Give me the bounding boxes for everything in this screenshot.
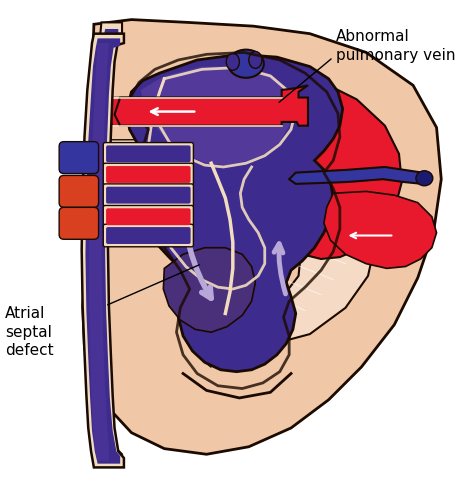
Polygon shape (141, 67, 293, 165)
FancyBboxPatch shape (107, 221, 190, 241)
Polygon shape (272, 76, 402, 259)
Polygon shape (94, 29, 118, 458)
Polygon shape (289, 167, 427, 184)
FancyBboxPatch shape (103, 206, 193, 228)
Polygon shape (100, 34, 110, 449)
Ellipse shape (249, 52, 262, 68)
Polygon shape (108, 83, 305, 126)
FancyBboxPatch shape (107, 181, 190, 202)
Polygon shape (164, 248, 255, 332)
Polygon shape (82, 34, 124, 468)
Polygon shape (85, 38, 120, 464)
Polygon shape (324, 191, 437, 268)
Polygon shape (89, 43, 109, 461)
FancyBboxPatch shape (106, 166, 191, 183)
Polygon shape (115, 85, 308, 126)
Ellipse shape (226, 54, 239, 70)
FancyBboxPatch shape (103, 140, 193, 168)
FancyBboxPatch shape (103, 143, 193, 165)
Ellipse shape (61, 219, 93, 239)
FancyBboxPatch shape (59, 207, 99, 239)
FancyBboxPatch shape (103, 224, 193, 247)
FancyBboxPatch shape (103, 177, 193, 206)
FancyBboxPatch shape (106, 187, 191, 204)
FancyBboxPatch shape (106, 227, 191, 244)
FancyBboxPatch shape (106, 208, 191, 225)
FancyBboxPatch shape (107, 202, 190, 223)
Text: Atrial
septal
defect: Atrial septal defect (5, 306, 53, 358)
FancyBboxPatch shape (106, 146, 191, 162)
FancyBboxPatch shape (59, 175, 99, 207)
FancyBboxPatch shape (103, 159, 193, 187)
FancyBboxPatch shape (107, 144, 190, 164)
Text: Abnormal
pulmonary vein: Abnormal pulmonary vein (336, 29, 456, 62)
Polygon shape (186, 172, 375, 367)
FancyBboxPatch shape (103, 217, 193, 245)
Polygon shape (82, 19, 441, 454)
FancyBboxPatch shape (103, 163, 193, 186)
FancyBboxPatch shape (103, 198, 193, 226)
FancyBboxPatch shape (103, 184, 193, 206)
FancyBboxPatch shape (107, 162, 190, 183)
Ellipse shape (416, 171, 433, 186)
Polygon shape (88, 22, 122, 466)
Ellipse shape (61, 187, 93, 208)
FancyBboxPatch shape (59, 142, 99, 173)
Ellipse shape (228, 50, 264, 78)
Ellipse shape (61, 150, 93, 171)
Polygon shape (127, 55, 343, 372)
